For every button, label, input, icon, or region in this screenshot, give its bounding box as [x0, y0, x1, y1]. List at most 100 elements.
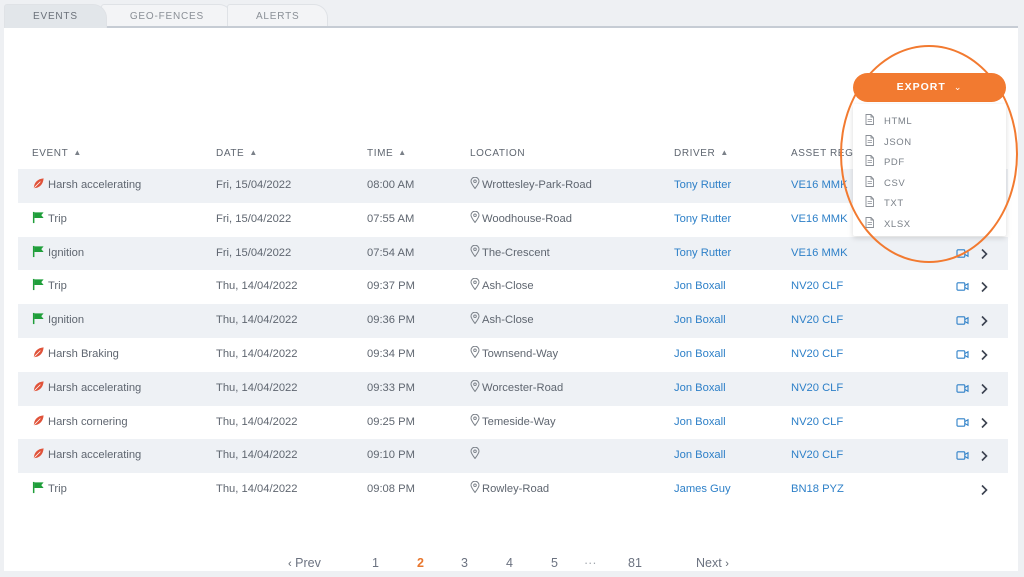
- export-option-label: HTML: [884, 116, 913, 127]
- event-cell: Harsh Braking: [32, 338, 119, 372]
- red-leaf-icon: [32, 441, 45, 459]
- driver-link[interactable]: Tony Rutter: [674, 212, 732, 225]
- asset-link[interactable]: VE16 MMK: [791, 246, 848, 259]
- export-option-html[interactable]: HTML: [853, 112, 1006, 133]
- location-name: Woodhouse-Road: [482, 212, 572, 225]
- event-cell: Trip: [32, 473, 67, 507]
- page-last[interactable]: 81: [628, 556, 642, 570]
- chevron-right-icon[interactable]: [980, 338, 994, 372]
- date-cell: Fri, 15/04/2022: [216, 246, 292, 259]
- asset-link[interactable]: NV20 CLF: [791, 415, 844, 428]
- driver-link[interactable]: Jon Boxall: [674, 347, 726, 360]
- location-pin-icon: [470, 339, 480, 359]
- page-5[interactable]: 5: [551, 556, 558, 570]
- export-dropdown-menu: HTML JSON PDF CSV TXT XLSX: [853, 104, 1006, 236]
- export-option-pdf[interactable]: PDF: [853, 153, 1006, 174]
- export-option-xlsx[interactable]: XLSX: [853, 215, 1006, 236]
- time-cell: 09:08 PM: [367, 483, 415, 496]
- green-flag-icon: [32, 239, 45, 257]
- export-button[interactable]: EXPORT ⌄: [853, 73, 1006, 102]
- table-row[interactable]: Ignition Thu, 14/04/2022 09:36 PM Ash-Close…: [18, 304, 1008, 338]
- event-name: Ignition: [48, 246, 85, 259]
- next-page-button[interactable]: Next ›: [696, 556, 729, 570]
- driver-link[interactable]: Tony Rutter: [674, 179, 732, 191]
- chevron-right-icon[interactable]: [980, 304, 994, 338]
- event-name: Harsh Braking: [48, 347, 119, 360]
- camera-icon[interactable]: [956, 304, 970, 338]
- camera-icon[interactable]: [956, 439, 970, 473]
- chevron-right-icon[interactable]: [980, 473, 994, 507]
- driver-link[interactable]: Jon Boxall: [674, 381, 726, 394]
- table-row[interactable]: Ignition Fri, 15/04/2022 07:54 AM The-Cresc…: [18, 236, 1008, 271]
- asset-link[interactable]: NV20 CLF: [791, 314, 844, 327]
- table-row[interactable]: Harsh Braking Thu, 14/04/2022 09:34 PM Town…: [18, 338, 1008, 372]
- camera-icon[interactable]: [956, 372, 970, 406]
- asset-link[interactable]: NV20 CLF: [791, 347, 844, 360]
- column-header-driver[interactable]: DRIVER ▲︎: [674, 148, 729, 159]
- page-2-current[interactable]: 2: [417, 556, 424, 570]
- page-3[interactable]: 3: [461, 556, 468, 570]
- location-pin-icon: [470, 474, 480, 494]
- document-icon: [865, 134, 874, 146]
- pagination: ‹ Prev 1 2 3 4 5 ··· 81 Next ›: [4, 553, 1018, 573]
- event-name: Harsh accelerating: [48, 179, 142, 191]
- time-cell: 09:10 PM: [367, 449, 415, 462]
- page-1[interactable]: 1: [372, 556, 379, 570]
- location-name: Ash-Close: [482, 314, 534, 327]
- driver-link[interactable]: Tony Rutter: [674, 246, 732, 259]
- table-row[interactable]: Harsh cornering Thu, 14/04/2022 09:25 PM Te…: [18, 406, 1008, 440]
- asset-link[interactable]: NV20 CLF: [791, 280, 844, 293]
- event-name: Harsh cornering: [48, 415, 128, 428]
- event-cell: Harsh accelerating: [32, 169, 141, 203]
- tab-geo-fences[interactable]: GEO-FENCES: [100, 4, 233, 28]
- chevron-right-icon[interactable]: [980, 237, 994, 271]
- driver-link[interactable]: James Guy: [674, 483, 731, 496]
- table-row[interactable]: Trip Thu, 14/04/2022 09:37 PM Ash-Close Jon …: [18, 270, 1008, 304]
- page-4[interactable]: 4: [506, 556, 513, 570]
- driver-link[interactable]: Jon Boxall: [674, 314, 726, 327]
- event-cell: Harsh cornering: [32, 406, 128, 440]
- export-option-json[interactable]: JSON: [853, 133, 1006, 154]
- column-header-date[interactable]: DATE ▲︎: [216, 148, 258, 159]
- table-row[interactable]: Harsh accelerating Fri, 15/04/2022 08:00 A…: [18, 169, 1008, 203]
- driver-link[interactable]: Jon Boxall: [674, 280, 726, 293]
- camera-icon[interactable]: [956, 270, 970, 304]
- camera-icon[interactable]: [956, 406, 970, 440]
- camera-icon[interactable]: [956, 237, 970, 271]
- table-row[interactable]: Trip Thu, 14/04/2022 09:08 PM Rowley-Road Ja…: [18, 473, 1008, 507]
- export-option-txt[interactable]: TXT: [853, 194, 1006, 215]
- driver-link[interactable]: Jon Boxall: [674, 415, 726, 428]
- driver-link[interactable]: Jon Boxall: [674, 449, 726, 462]
- table-row[interactable]: Trip Fri, 15/04/2022 07:55 AM Woodhouse-Roa…: [18, 203, 1008, 237]
- table-row[interactable]: Harsh accelerating Thu, 14/04/2022 09:33 P…: [18, 371, 1008, 406]
- column-header-time[interactable]: TIME ▲︎: [367, 148, 407, 159]
- asset-link[interactable]: NV20 CLF: [791, 381, 844, 394]
- tab-events[interactable]: EVENTS: [4, 4, 107, 28]
- camera-icon[interactable]: [956, 338, 970, 372]
- date-cell: Thu, 14/04/2022: [216, 347, 298, 360]
- pagination-ellipsis: ···: [584, 556, 597, 570]
- event-name: Trip: [48, 280, 67, 293]
- export-option-csv[interactable]: CSV: [853, 174, 1006, 195]
- location-cell: Townsend-Way: [470, 338, 558, 372]
- asset-link[interactable]: VE16 MMK: [791, 179, 848, 191]
- location-name: Wrottesley-Park-Road: [482, 179, 592, 191]
- event-name: Harsh accelerating: [48, 449, 142, 462]
- chevron-right-icon[interactable]: [980, 439, 994, 473]
- table-row[interactable]: Harsh accelerating Thu, 14/04/2022 09:10 P…: [18, 439, 1008, 474]
- red-leaf-icon: [32, 171, 45, 189]
- column-header-event[interactable]: EVENT ▲︎: [32, 148, 82, 159]
- export-option-label: CSV: [884, 177, 906, 189]
- tab-alerts[interactable]: ALERTS: [226, 4, 329, 28]
- event-name: Ignition: [48, 314, 85, 327]
- prev-page-button[interactable]: ‹ Prev: [288, 556, 321, 570]
- asset-link[interactable]: VE16 MMK: [791, 212, 848, 225]
- chevron-right-icon[interactable]: [980, 270, 994, 304]
- asset-link[interactable]: BN18 PYZ: [791, 483, 844, 496]
- sort-icon: ▲︎: [720, 148, 729, 157]
- time-cell: 09:34 PM: [367, 347, 415, 360]
- asset-link[interactable]: NV20 CLF: [791, 449, 844, 462]
- chevron-right-icon[interactable]: [980, 372, 994, 406]
- chevron-right-icon[interactable]: [980, 406, 994, 440]
- event-name: Trip: [48, 483, 67, 496]
